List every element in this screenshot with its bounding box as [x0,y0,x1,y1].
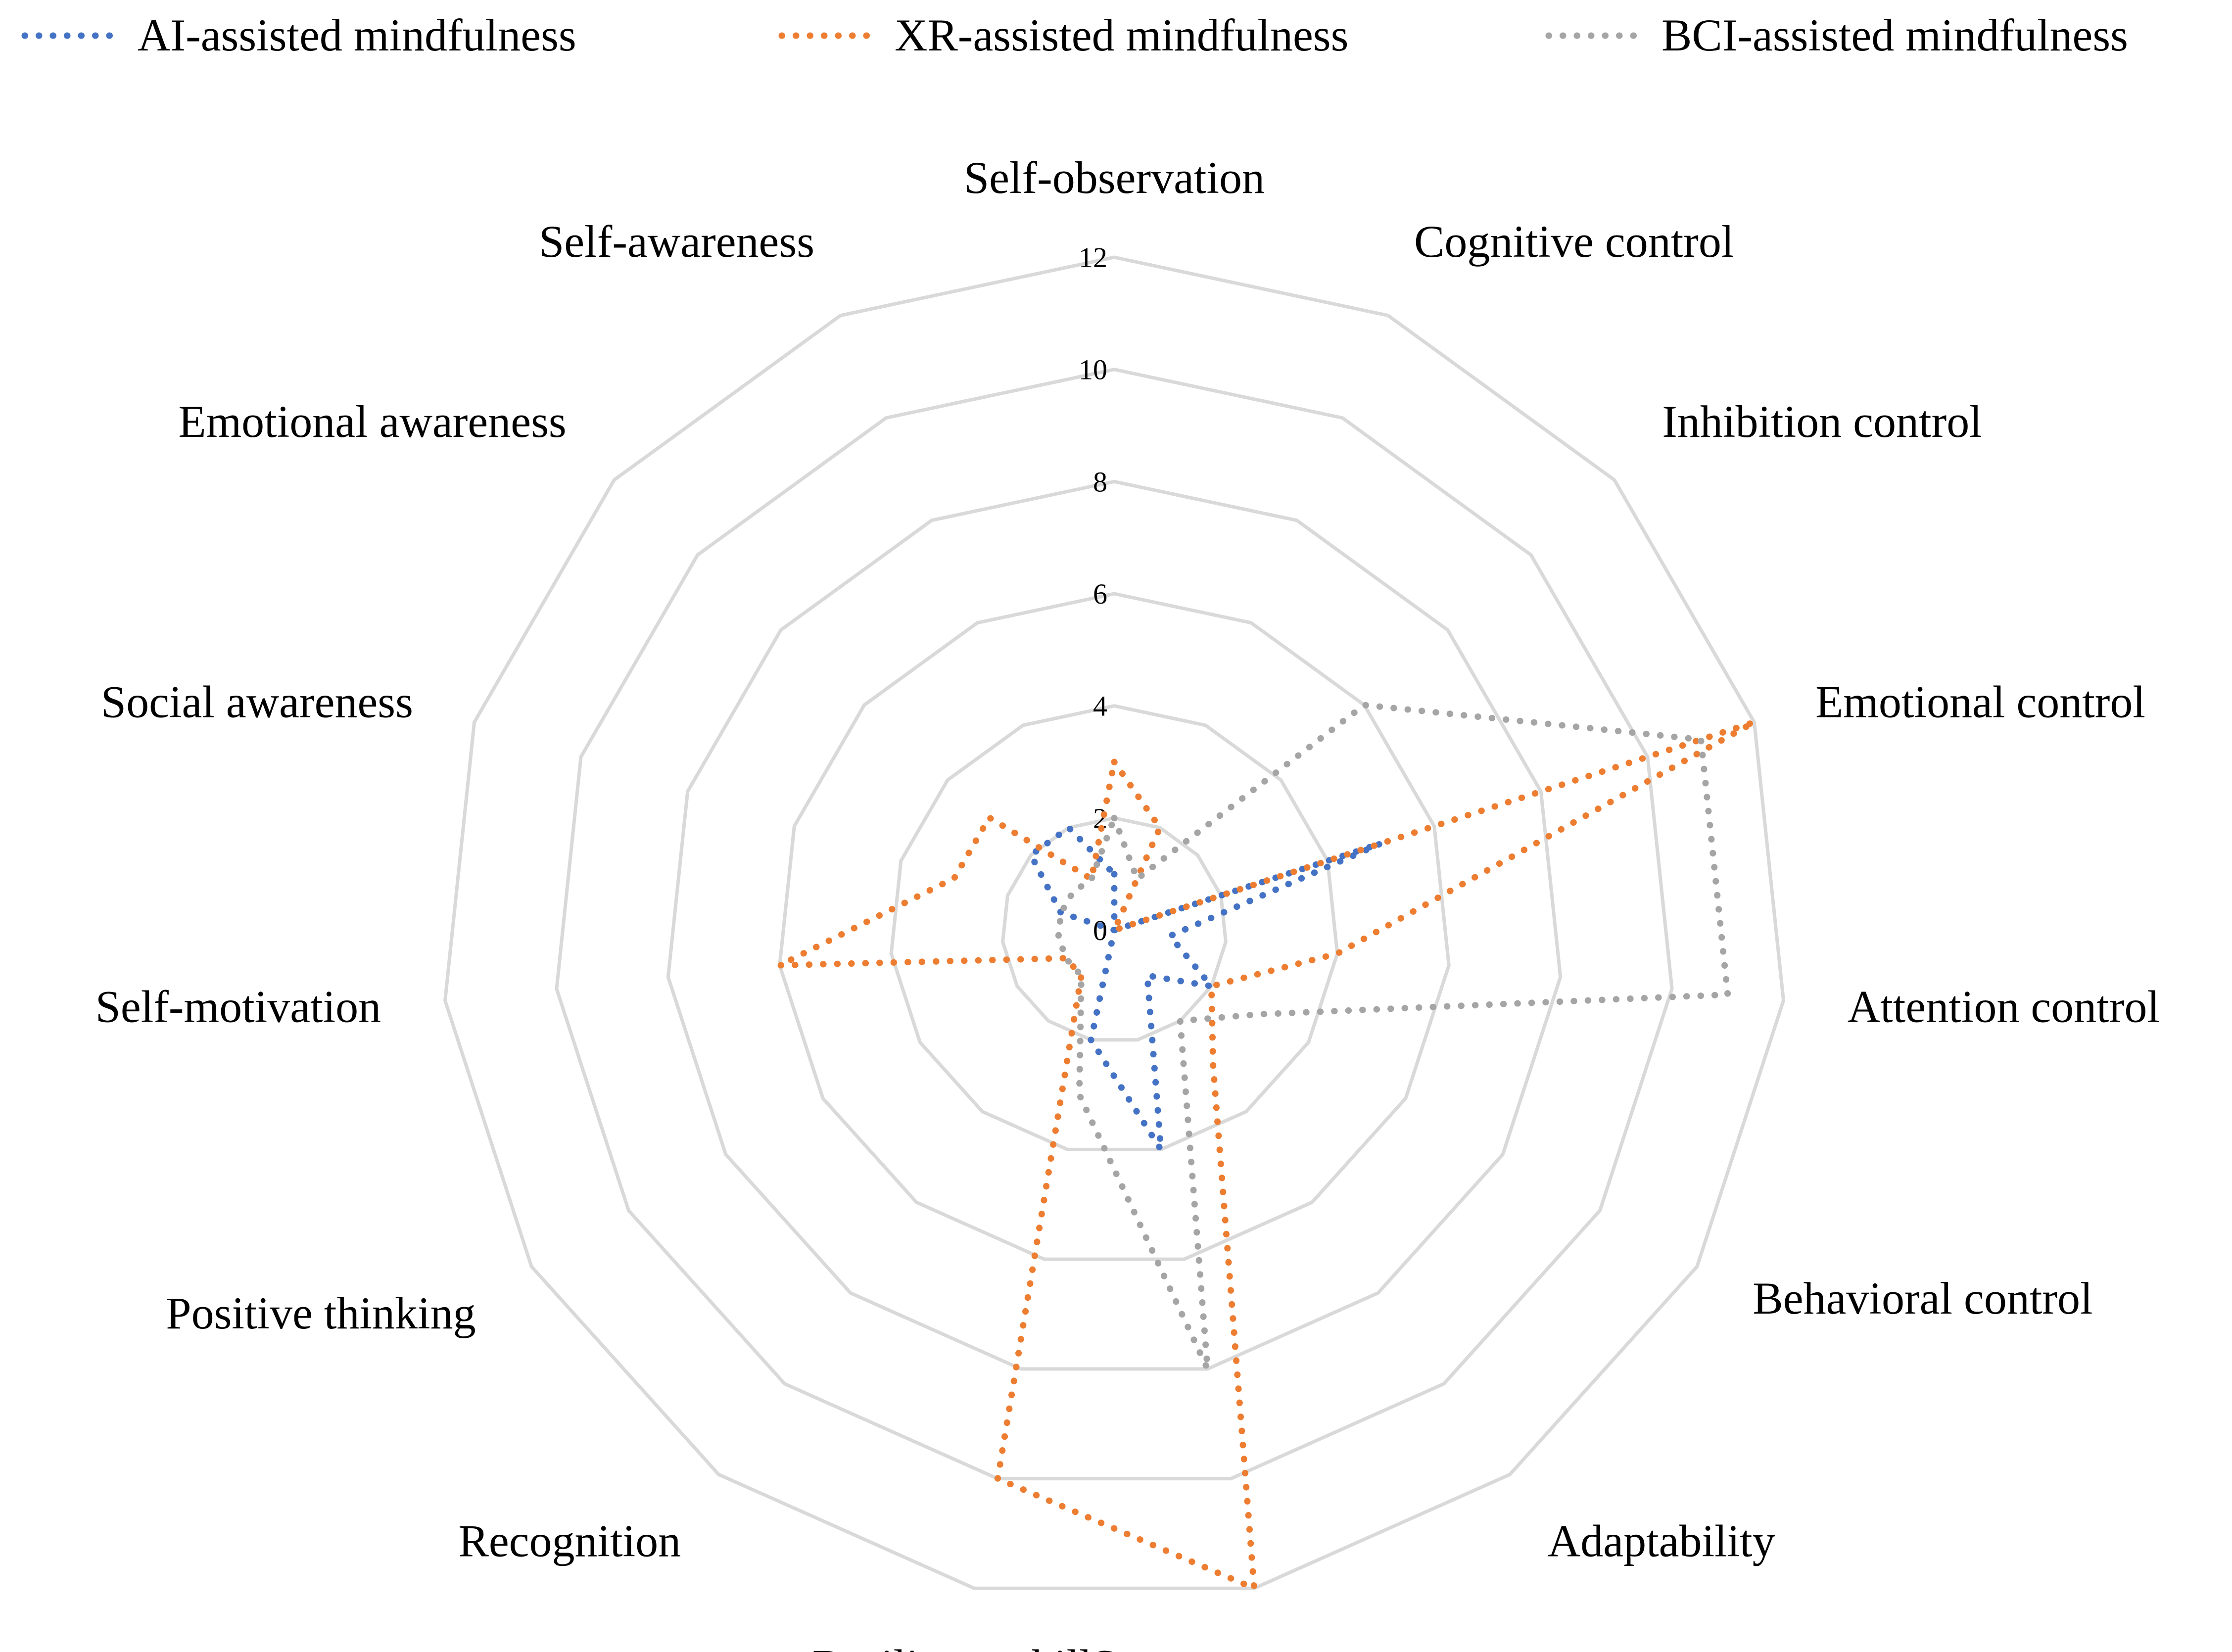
category-label-self-observation: Self-observation [964,152,1265,203]
grid-ring-4 [889,704,1339,1151]
tick-label-0: 0 [1093,914,1107,946]
data-series [776,702,1757,1592]
category-label-inhibition-control: Inhibition control [1662,396,1982,447]
radar-grid [443,255,1786,1590]
category-label-cognitive-control: Cognitive control [1414,216,1734,267]
category-label-self-awareness: Self-awareness [539,216,814,267]
legend: AI-assisted mindfulness XR-assisted mind… [21,10,2128,60]
category-label-adaptability: Adaptability [1548,1515,1775,1566]
category-label-emotional-control: Emotional control [1815,677,2145,727]
category-label-behavioral-control: Behavioral control [1753,1273,2092,1323]
category-label-stress-management: Stress management [1091,1640,1444,1652]
category-label-attention-control: Attention control [1848,982,2160,1032]
tick-label-4: 4 [1093,690,1107,722]
grid-ring-12 [443,255,1786,1590]
category-label-emotional-awareness: Emotional awareness [178,396,566,447]
legend-label-ai: AI-assisted mindfulness [138,10,576,60]
legend-label-xr: XR-assisted mindfulness [895,10,1348,60]
grid-ring-2 [1001,816,1228,1042]
tick-label-12: 12 [1079,241,1107,274]
category-label-positive-thinking: Positive thinking [166,1288,475,1338]
category-label-resilience-skills: Resilience skills [812,1640,1109,1652]
legend-item-bci[interactable]: BCI-assisted mindfulness [1545,10,2128,60]
category-label-self-motivation: Self-motivation [95,982,381,1032]
tick-label-10: 10 [1079,354,1107,386]
grid-ring-10 [555,368,1674,1481]
series-ai-assisted-mindfulness [1028,824,1384,1153]
grid-ring-8 [666,479,1563,1371]
legend-item-xr[interactable]: XR-assisted mindfulness [778,10,1348,60]
tick-label-8: 8 [1093,466,1107,498]
category-label-social-awareness: Social awareness [101,677,413,727]
series-bci-assisted-mindfulness [1055,702,1731,1372]
category-label-recognition: Recognition [458,1515,681,1566]
grid-ring-6 [778,592,1451,1261]
category-labels: Self-observation Cognitive control Inhibit… [95,152,2160,1652]
legend-item-ai[interactable]: AI-assisted mindfulness [21,10,576,60]
tick-label-6: 6 [1093,578,1107,610]
series-xr-assisted-mindfulness [776,719,1757,1592]
legend-label-bci: BCI-assisted mindfulness [1662,10,2128,60]
